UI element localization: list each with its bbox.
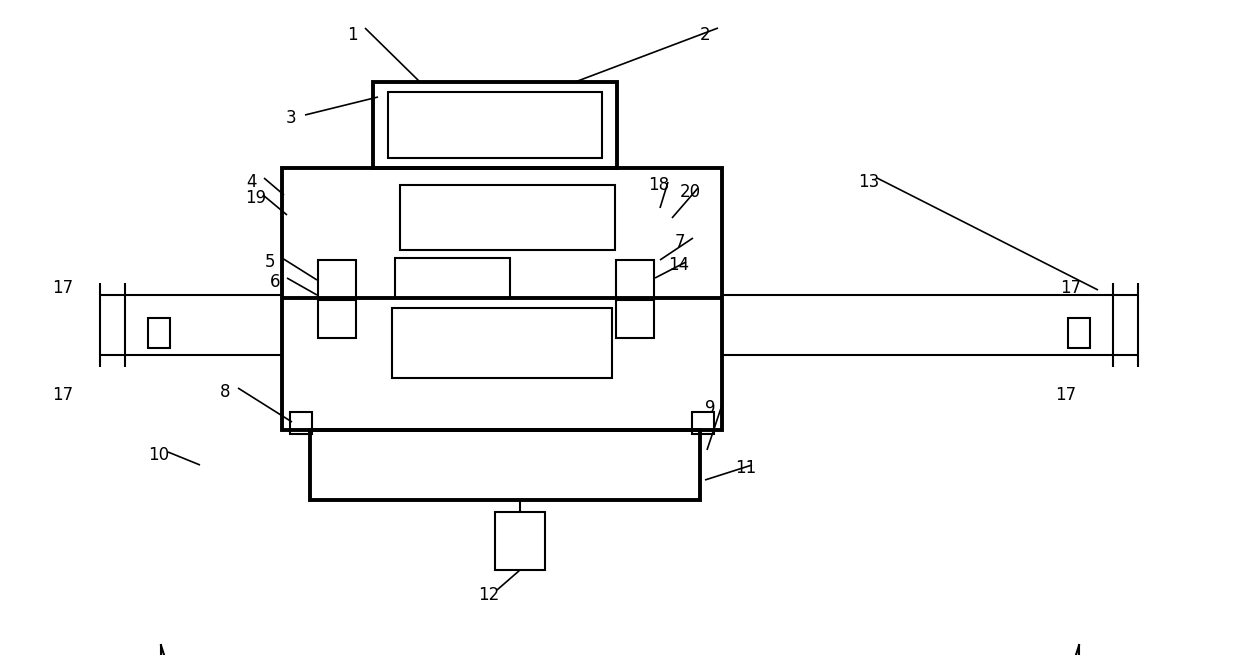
Bar [318,300,356,338]
Text: 20: 20 [680,183,701,201]
Bar [1068,318,1090,348]
Text: 2: 2 [700,26,711,44]
Text: 12: 12 [478,586,499,604]
Text: 11: 11 [735,459,756,477]
Text: 1: 1 [347,26,358,44]
Text: 7: 7 [675,233,685,251]
Text: 14: 14 [668,256,689,274]
Text: 6: 6 [270,273,280,291]
Bar [392,308,612,378]
Text: 9: 9 [705,399,715,417]
Bar [616,300,654,338]
Bar [395,258,510,298]
Text: 17: 17 [1054,386,1077,404]
Text: 19: 19 [245,189,266,207]
Bar [147,318,170,348]
Bar [496,512,545,570]
Text: 5: 5 [265,253,275,271]
Text: 13: 13 [857,173,880,191]
Bar [318,260,356,298]
Text: 8: 8 [221,383,230,401]
Bar [282,168,722,430]
Text: 10: 10 [147,446,170,464]
Bar [400,185,615,250]
Bar [290,412,312,434]
Bar [616,260,654,298]
Text: 18: 18 [648,176,669,194]
Text: 17: 17 [52,279,73,297]
Bar [373,82,617,168]
Text: 4: 4 [247,173,256,191]
Text: 17: 17 [52,386,73,404]
Text: 17: 17 [1061,279,1082,297]
Text: 3: 3 [286,109,296,127]
Bar [693,412,714,434]
Bar [310,430,700,500]
Bar [388,92,602,158]
